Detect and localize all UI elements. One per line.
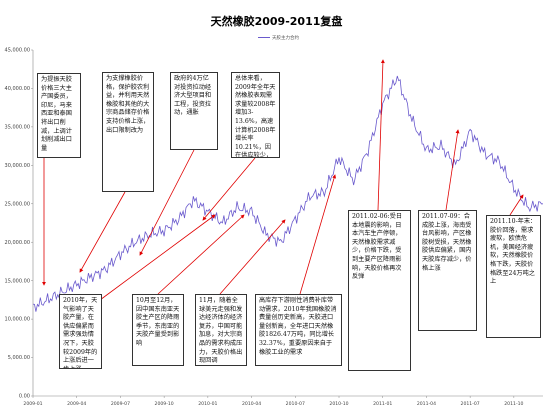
y-tick-label: 15,000.00 [5, 278, 30, 284]
x-tick-label: 2011-04 [417, 401, 436, 407]
annotation-arrow [202, 157, 256, 221]
annotation-arrow [219, 219, 286, 295]
y-tick-label: 35,000.00 [5, 124, 30, 130]
y-tick-label: 5,000.00 [8, 355, 30, 361]
annotation-box: 2011.07-09：合成胶上涨，海南受台风影响，产区橡胶树受损，天然橡胶供应偏… [418, 210, 477, 331]
legend-swatch [258, 37, 270, 38]
x-tick-label: 2011-10 [504, 401, 523, 407]
annotation-box: 为支撑橡胶价格，保护胶农利益，并利用天然橡胶和其他的大宗商品储存价格支持价格上涨… [102, 72, 154, 192]
annotation-box: 2011.02-06:受日本地震的影响，日本汽车生产停顿，天然橡胶需求减少，价格… [348, 210, 411, 371]
y-tick-label: 40,000.00 [5, 86, 30, 92]
y-tick-label: 10,000.00 [5, 317, 30, 323]
legend: 天胶主力合约 [258, 35, 299, 41]
annotation-box: 10月至12月，因中国东南亚天胶主产区的降雨季节，东南亚的天胶产量受到影响 [132, 294, 184, 366]
annotation-arrow [377, 59, 385, 211]
annotation-box: 2010年，天气影响了天胶产量，在供应偏紧而需求强劲情况下，天胶较2009年的上… [59, 294, 102, 369]
annotation-arrow [79, 191, 126, 273]
x-tick-label: 2010-10 [329, 401, 348, 407]
annotation-arrow [299, 174, 337, 295]
annotation-box: 高库存下游刚性消费补库带动需求，2010年我国橡胶消费量创历史新高，天胶进口量创… [255, 294, 342, 366]
annotation-arrow [445, 129, 460, 211]
x-tick-label: 2010-07 [286, 401, 305, 407]
annotation-arrow [157, 214, 245, 295]
annotation-box: 为提振天胶价格三大主产国委员，印尼，马来西亚和泰国将出口削减，上调计划削减出口量 [37, 73, 81, 158]
x-tick-label: 2010-04 [242, 401, 261, 407]
x-tick-label: 2009-04 [67, 401, 86, 407]
x-tick-label: 2011-07 [461, 401, 480, 407]
legend-entry: 天胶主力合约 [272, 36, 299, 41]
axes [32, 50, 543, 397]
y-axis-ticks: 0.00 5,000.00 10,000.00 15,000.00 20,000.00 2… [5, 48, 33, 400]
series-line [32, 75, 544, 312]
y-tick-label: 20,000.00 [5, 240, 30, 246]
annotation-arrow [139, 149, 195, 256]
annotation-arrow [99, 214, 216, 301]
y-tick-label: 30,000.00 [5, 163, 30, 169]
y-tick-label: 45,000.00 [5, 48, 30, 54]
annotation-box: 政府的4万亿对投资拉动经济大型项目和工程，投资拉动，通胀 [170, 72, 218, 150]
y-tick-label: 0.00 [19, 394, 30, 400]
annotation-arrow [509, 194, 524, 216]
annotation-box: 2011.10-年末：胶价回落，需求疲软，欧债危机，美国经济疲软，天然橡胶价格下… [486, 215, 541, 338]
x-axis-ticks: 2009-01 2009-04 2009-07 2009-10 2010-01 2010-… [23, 396, 524, 407]
x-tick-label: 2010-01 [198, 401, 217, 407]
x-tick-label: 2009-01 [23, 401, 42, 407]
data-lines [32, 75, 544, 312]
x-tick-label: 2011-01 [373, 401, 392, 407]
annotation-arrows [42, 59, 524, 301]
x-tick-label: 2009-10 [155, 401, 174, 407]
annotation-box: 总体来看，2009年全年天然橡胶表观需求量较2008年增加3-13.6%，高速计… [231, 72, 280, 158]
y-tick-label: 25,000.00 [5, 201, 30, 207]
annotation-box: 11月，随着全球美元走强和发达经济体的经济复苏，中国可能加息，对大宗商品的需求构… [195, 294, 247, 366]
chart-title: 天然橡胶2009-2011复盘 [210, 15, 343, 28]
x-tick-label: 2009-07 [111, 401, 130, 407]
